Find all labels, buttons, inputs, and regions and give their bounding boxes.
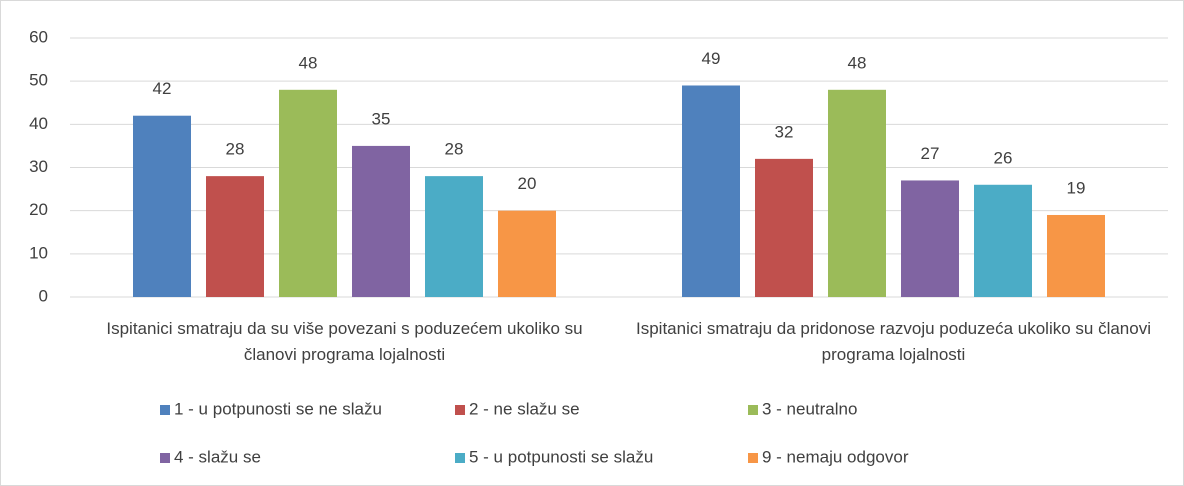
data-label: 20 <box>518 174 537 193</box>
bar <box>498 210 556 297</box>
data-label: 19 <box>1067 178 1086 197</box>
legend-swatch <box>748 405 758 415</box>
legend-label: 2 - ne slažu se <box>469 399 580 418</box>
legend-swatch <box>748 453 758 463</box>
bar <box>682 85 740 297</box>
y-tick-label: 60 <box>29 27 48 46</box>
data-label: 35 <box>372 109 391 128</box>
data-label: 28 <box>226 140 245 159</box>
y-tick-label: 30 <box>29 157 48 176</box>
bar <box>425 176 483 297</box>
legend-swatch <box>455 453 465 463</box>
data-label: 26 <box>994 148 1013 167</box>
legend-swatch <box>160 405 170 415</box>
data-label: 28 <box>445 140 464 159</box>
bar <box>901 180 959 297</box>
data-label: 27 <box>921 144 940 163</box>
bar <box>1047 214 1105 297</box>
legend-label: 5 - u potpunosti se slažu <box>469 447 653 466</box>
bar <box>279 89 337 297</box>
y-tick-label: 40 <box>29 114 48 133</box>
y-tick-label: 0 <box>39 286 48 305</box>
x-tick-label: Ispitanici smatraju da su više povezani … <box>106 319 583 364</box>
y-tick-label: 50 <box>29 71 48 90</box>
legend-label: 1 - u potpunosti se ne slažu <box>174 399 382 418</box>
data-label: 32 <box>775 122 794 141</box>
legend-label: 4 - slažu se <box>174 447 261 466</box>
bar <box>133 115 191 297</box>
legend-swatch <box>455 405 465 415</box>
y-tick-label: 10 <box>29 243 48 262</box>
legend-label: 9 - nemaju odgovor <box>762 447 909 466</box>
legend-label: 3 - neutralno <box>762 399 857 418</box>
legend-swatch <box>160 453 170 463</box>
bar <box>974 184 1032 297</box>
x-tick-label: Ispitanici smatraju da pridonose razvoju… <box>635 319 1151 364</box>
bar <box>828 89 886 297</box>
data-label: 49 <box>702 49 721 68</box>
data-label: 42 <box>153 79 172 98</box>
bar <box>755 158 813 297</box>
y-tick-label: 20 <box>29 200 48 219</box>
bar <box>352 145 410 297</box>
data-label: 48 <box>299 53 318 72</box>
data-label: 48 <box>848 53 867 72</box>
bar <box>206 176 264 297</box>
